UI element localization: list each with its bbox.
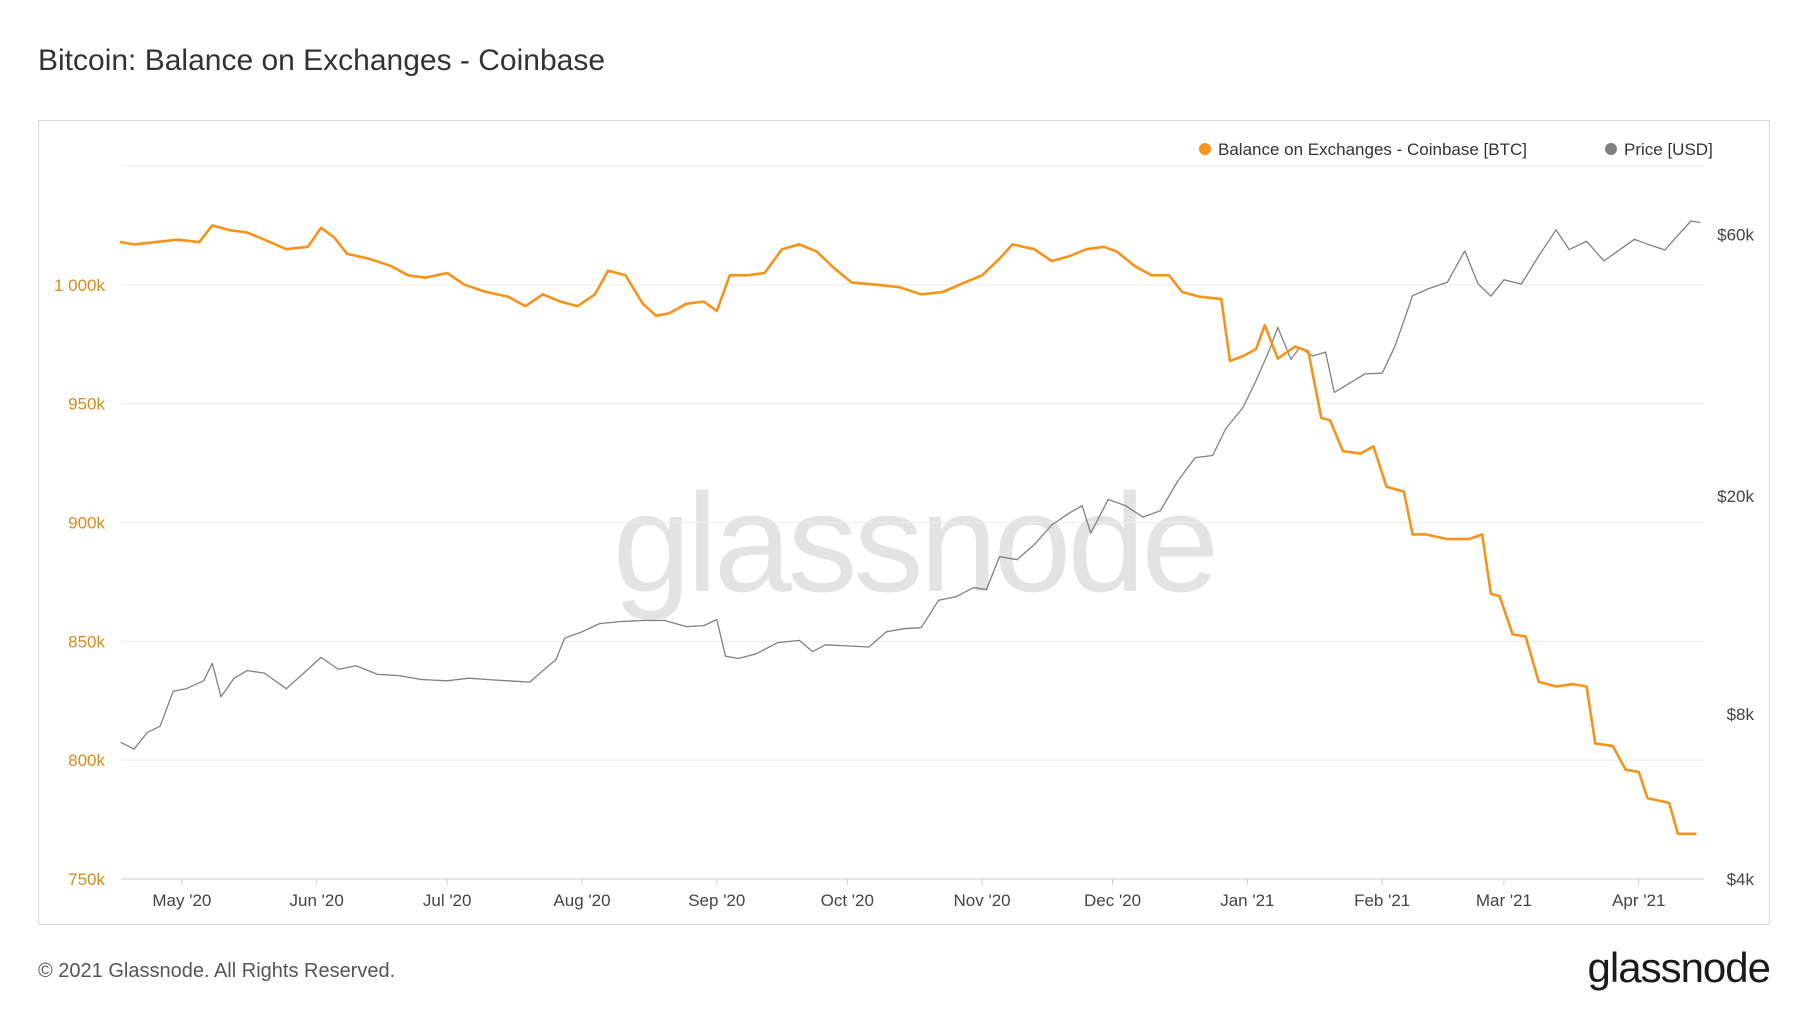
x-tick-label: Mar '21	[1476, 891, 1532, 910]
legend-dot-balance	[1199, 143, 1211, 155]
x-tick-label: May '20	[152, 891, 211, 910]
legend-dot-price	[1605, 143, 1617, 155]
x-tick-label: Feb '21	[1354, 891, 1410, 910]
series-layer	[119, 220, 1701, 836]
chart-title: Bitcoin: Balance on Exchanges - Coinbase	[38, 44, 606, 77]
footer-copyright: © 2021 Glassnode. All Rights Reserved.	[38, 960, 396, 982]
left-tick-label: 1 000k	[54, 276, 106, 295]
gridlines	[121, 165, 1704, 880]
left-tick-label: 950k	[68, 395, 105, 414]
chart-panel: glassnode 750k 800k 850k 900k 950k 1 000k $4k…	[38, 120, 1770, 925]
right-tick-label: $60k	[1717, 225, 1754, 244]
legend-label-balance: Balance on Exchanges - Coinbase [BTC]	[1218, 140, 1527, 159]
right-axis: $4k $8k $20k $60k	[1717, 225, 1754, 889]
x-tick-label: Apr '21	[1612, 891, 1665, 910]
chart-svg: glassnode 750k 800k 850k 900k 950k 1 000k $4k…	[54, 140, 1755, 910]
right-tick-label: $20k	[1717, 487, 1754, 506]
x-tick-label: Dec '20	[1084, 891, 1141, 910]
x-tick-label: Jun '20	[290, 891, 344, 910]
left-axis: 750k 800k 850k 900k 950k 1 000k	[54, 276, 106, 889]
x-axis: May '20 Jun '20 Jul '20 Aug '20 Sep '20 Oct '…	[121, 878, 1704, 910]
legend: Balance on Exchanges - Coinbase [BTC] Pri…	[1199, 140, 1713, 159]
x-tick-label: Jan '21	[1220, 891, 1274, 910]
left-tick-label: 800k	[68, 751, 105, 770]
series-line-price	[120, 220, 1701, 750]
x-tick-label: Jul '20	[423, 891, 472, 910]
watermark-text: glassnode	[613, 464, 1215, 621]
x-tick-label: Nov '20	[954, 891, 1011, 910]
x-tick-label: Aug '20	[553, 891, 610, 910]
legend-label-price: Price [USD]	[1624, 140, 1713, 159]
series-line-balance	[119, 224, 1697, 836]
x-tick-label: Sep '20	[688, 891, 745, 910]
x-tick-label: Oct '20	[821, 891, 874, 910]
glassnode-logo[interactable]: glassnode	[1587, 944, 1771, 991]
left-tick-label: 750k	[68, 870, 105, 889]
right-tick-label: $4k	[1727, 870, 1755, 889]
left-tick-label: 850k	[68, 632, 105, 651]
left-tick-label: 900k	[68, 514, 105, 533]
right-tick-label: $8k	[1727, 705, 1755, 724]
